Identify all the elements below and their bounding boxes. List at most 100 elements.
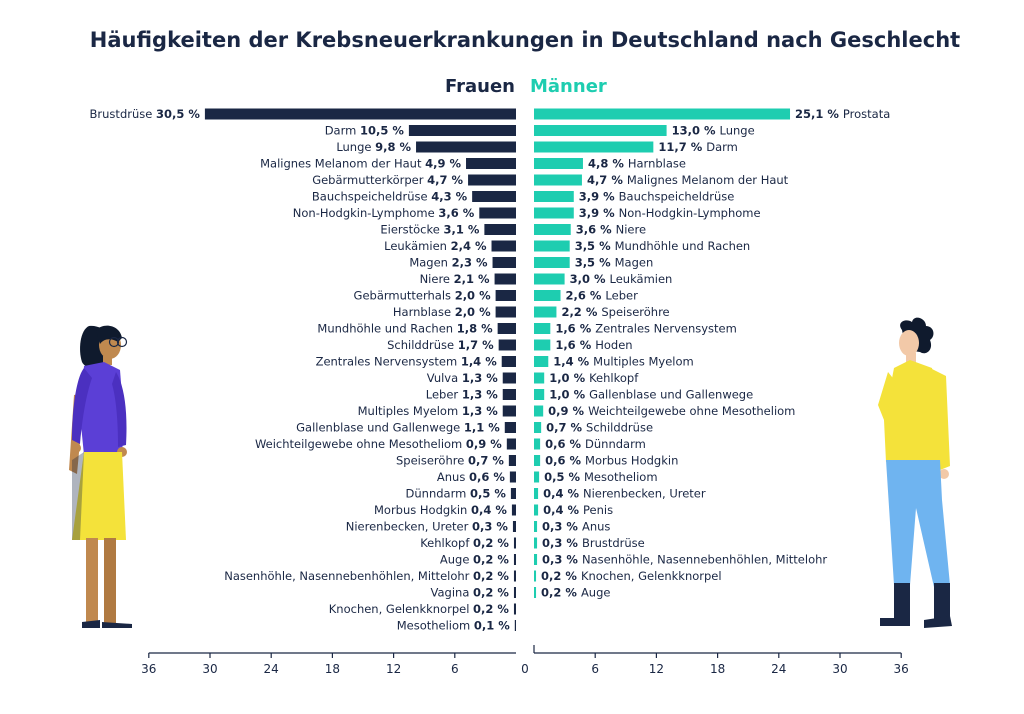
label-frauen-29: Vagina 0,2 % — [431, 586, 510, 600]
label-frauen-10: Niere 2,1 % — [420, 272, 490, 286]
label-maenner-16: 1,0 % Kehlkopf — [549, 371, 639, 385]
bar-frauen-6 — [479, 207, 516, 219]
bar-maenner-28 — [534, 570, 537, 582]
bar-maenner-12 — [534, 306, 557, 318]
label-frauen-12: Harnblase 2,0 % — [393, 305, 491, 319]
label-frauen-1: Darm 10,5 % — [325, 124, 405, 138]
chart-title: Häufigkeiten der Krebsneuerkrankungen in… — [89, 28, 961, 52]
label-maenner-24: 0,4 % Penis — [543, 503, 613, 517]
bar-frauen-29 — [513, 587, 516, 598]
bar-frauen-14 — [498, 339, 516, 351]
label-frauen-27: Auge 0,2 % — [440, 553, 510, 567]
bar-maenner-26 — [534, 537, 538, 549]
label-frauen-25: Nierenbecken, Ureter 0,3 % — [346, 520, 509, 534]
bar-frauen-30 — [513, 603, 516, 615]
bar-frauen-15 — [501, 356, 516, 367]
x-tick-label-11: 30 — [832, 662, 847, 676]
label-maenner-3: 4,8 % Harnblase — [588, 157, 686, 171]
label-frauen-23: Dünndarm 0,5 % — [406, 487, 507, 501]
bar-maenner-1 — [534, 125, 667, 136]
bar-maenner-10 — [534, 273, 565, 285]
bar-maenner-13 — [534, 323, 551, 334]
label-frauen-26: Kehlkopf 0,2 % — [420, 536, 509, 550]
bar-frauen-0 — [204, 108, 516, 120]
bar-maenner-8 — [534, 240, 570, 252]
bar-frauen-7 — [484, 224, 516, 235]
bar-maenner-3 — [534, 158, 583, 169]
x-tick-label-2: 24 — [264, 662, 279, 676]
label-maenner-19: 0,7 % Schilddrüse — [546, 421, 653, 435]
label-frauen-13: Mundhöhle und Rachen 1,8 % — [317, 322, 493, 336]
x-tick-label-10: 24 — [771, 662, 786, 676]
label-frauen-24: Morbus Hodgkin 0,4 % — [374, 503, 507, 517]
label-maenner-4: 4,7 % Malignes Melanom der Haut — [587, 173, 789, 187]
x-tick-label-3: 18 — [325, 662, 340, 676]
legend-maenner: Männer — [530, 76, 607, 97]
label-maenner-27: 0,3 % Nasenhöhle, Nasennebenhöhlen, Mitt… — [542, 553, 827, 567]
label-frauen-31: Mesotheliom 0,1 % — [397, 619, 511, 633]
bar-maenner-15 — [534, 356, 549, 367]
label-maenner-29: 0,2 % Auge — [541, 586, 610, 600]
label-frauen-18: Multiples Myelom 1,3 % — [358, 404, 499, 418]
bar-frauen-5 — [472, 191, 516, 202]
bar-maenner-29 — [534, 587, 537, 598]
bar-maenner-6 — [534, 207, 574, 219]
bar-frauen-24 — [511, 504, 516, 516]
bar-maenner-27 — [534, 554, 538, 565]
label-maenner-20: 0,6 % Dünndarm — [545, 437, 646, 451]
label-maenner-0: 25,1 % Prostata — [795, 107, 890, 121]
bar-maenner-2 — [534, 141, 654, 153]
legend-frauen: Frauen — [444, 76, 515, 97]
label-frauen-11: Gebärmutterhals 2,0 % — [354, 289, 492, 303]
label-maenner-9: 3,5 % Magen — [575, 256, 654, 270]
bar-frauen-1 — [408, 125, 516, 136]
bar-frauen-23 — [510, 488, 516, 499]
label-frauen-15: Zentrales Nervensystem 1,4 % — [316, 355, 498, 369]
bar-frauen-16 — [502, 372, 516, 384]
label-maenner-6: 3,9 % Non-Hodgkin-Lymphome — [579, 206, 761, 220]
bar-maenner-20 — [534, 438, 541, 450]
label-maenner-25: 0,3 % Anus — [542, 520, 610, 534]
label-frauen-22: Anus 0,6 % — [437, 470, 505, 484]
bar-maenner-0 — [534, 108, 791, 120]
label-maenner-13: 1,6 % Zentrales Nervensystem — [555, 322, 737, 336]
bar-frauen-31 — [514, 620, 516, 631]
bar-frauen-26 — [513, 537, 516, 549]
bar-maenner-21 — [534, 455, 541, 466]
label-frauen-14: Schilddrüse 1,7 % — [387, 338, 494, 352]
label-maenner-18: 0,9 % Weichteilgewebe ohne Mesotheliom — [548, 404, 795, 418]
bar-maenner-17 — [534, 389, 545, 400]
label-frauen-8: Leukämien 2,4 % — [384, 239, 487, 253]
bar-frauen-8 — [491, 240, 516, 252]
x-tick-label-4: 12 — [386, 662, 401, 676]
label-frauen-2: Lunge 9,8 % — [336, 140, 411, 154]
x-tick-label-9: 18 — [710, 662, 725, 676]
bar-maenner-18 — [534, 405, 544, 417]
bar-frauen-17 — [502, 389, 516, 400]
label-frauen-16: Vulva 1,3 % — [427, 371, 498, 385]
x-tick-label-12: 36 — [894, 662, 909, 676]
bar-maenner-7 — [534, 224, 571, 235]
label-frauen-5: Bauchspeicheldrüse 4,3 % — [312, 190, 468, 204]
bar-maenner-14 — [534, 339, 551, 351]
label-frauen-6: Non-Hodgkin-Lymphome 3,6 % — [293, 206, 475, 220]
bar-maenner-16 — [534, 372, 545, 384]
label-frauen-17: Leber 1,3 % — [426, 388, 498, 402]
label-maenner-22: 0,5 % Mesotheliom — [544, 470, 657, 484]
label-maenner-12: 2,2 % Speiseröhre — [561, 305, 669, 319]
bar-frauen-28 — [513, 570, 516, 582]
label-frauen-9: Magen 2,3 % — [409, 256, 488, 270]
bar-frauen-19 — [504, 422, 516, 433]
label-maenner-23: 0,4 % Nierenbecken, Ureter — [543, 487, 706, 501]
bar-frauen-22 — [509, 471, 516, 483]
label-maenner-1: 13,0 % Lunge — [672, 124, 755, 138]
label-maenner-21: 0,6 % Morbus Hodgkin — [545, 454, 678, 468]
bar-maenner-22 — [534, 471, 540, 483]
man-illustration — [878, 317, 952, 628]
bar-frauen-11 — [495, 290, 516, 301]
bar-frauen-4 — [468, 174, 516, 186]
bar-maenner-25 — [534, 521, 538, 532]
label-maenner-10: 3,0 % Leukämien — [570, 272, 673, 286]
